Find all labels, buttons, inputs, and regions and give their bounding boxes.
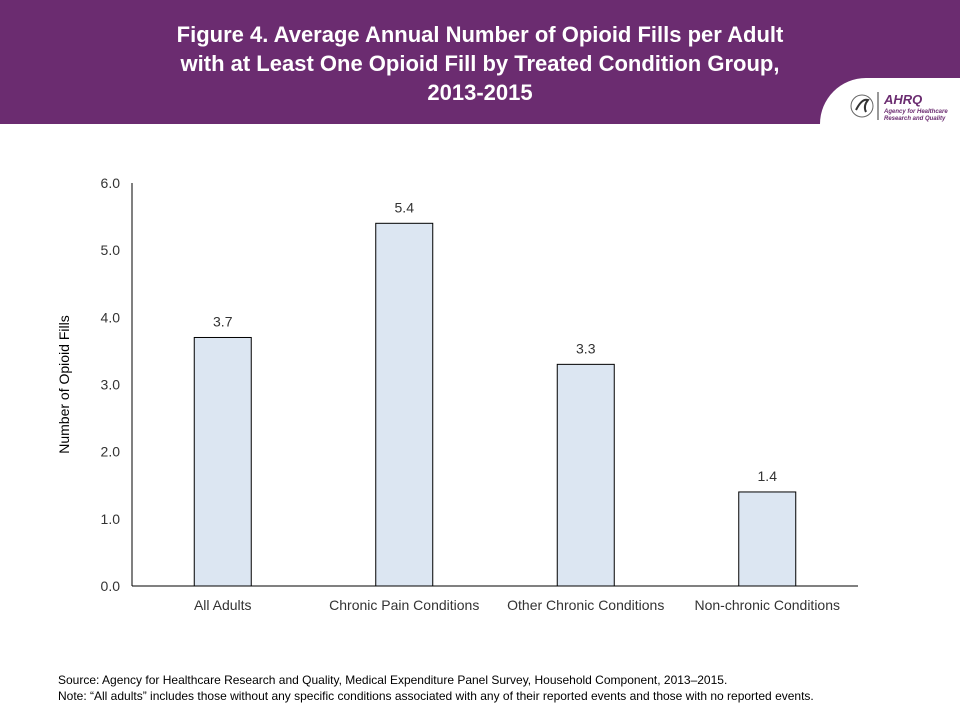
x-tick-label: All Adults [194, 597, 252, 613]
data-label: 3.3 [576, 340, 596, 356]
y-tick-label: 5.0 [101, 242, 121, 258]
y-tick-label: 4.0 [101, 309, 121, 325]
x-tick-label: Non-chronic Conditions [694, 597, 840, 613]
x-tick-label: Chronic Pain Conditions [329, 597, 479, 613]
y-tick-label: 1.0 [101, 511, 121, 527]
svg-text:Research and Quality: Research and Quality [884, 116, 946, 122]
title-line: 2013-2015 [427, 80, 533, 105]
source-note: Source: Agency for Healthcare Research a… [58, 673, 728, 687]
bar [556, 363, 615, 587]
y-tick-label: 0.0 [101, 578, 121, 594]
ahrq-logo: AHRQ Agency for Healthcare Research and … [850, 92, 948, 122]
chart-title: Figure 4. Average Annual Number of Opioi… [100, 20, 860, 107]
logo-background [820, 78, 960, 124]
x-tick-label: Other Chronic Conditions [507, 597, 664, 613]
note: Note: “All adults” includes those withou… [58, 689, 814, 703]
hhs-eagle-icon [850, 94, 874, 118]
data-label: 3.7 [213, 313, 233, 329]
y-axis-label: Number of Opioid Fills [56, 315, 72, 454]
svg-text:AHRQ: AHRQ [883, 92, 922, 107]
y-tick-label: 6.0 [101, 175, 121, 191]
y-tick-label: 2.0 [101, 444, 121, 460]
data-label: 5.4 [395, 199, 415, 215]
y-tick-label: 3.0 [101, 377, 121, 393]
title-line: with at Least One Opioid Fill by Treated… [180, 51, 780, 76]
svg-text:Agency for Healthcare: Agency for Healthcare [883, 109, 948, 115]
bar-chart: 0.0 1.0 2.0 3.0 4.0 5.0 6.0 Number of Opioid Fi… [56, 175, 858, 613]
bar [738, 491, 797, 587]
header-banner: Figure 4. Average Annual Number of Opioi… [0, 0, 960, 124]
footer: Source: Agency for Healthcare Research a… [58, 672, 948, 704]
data-label: 1.4 [758, 468, 778, 484]
bar [375, 222, 434, 587]
bar [193, 336, 252, 587]
title-line: Figure 4. Average Annual Number of Opioi… [176, 22, 784, 47]
